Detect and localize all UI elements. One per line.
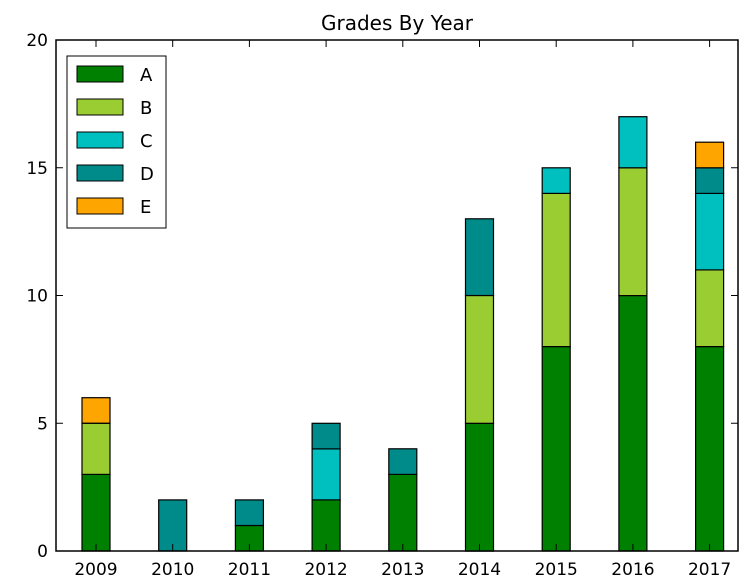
bar-2014-d xyxy=(464,218,495,297)
y-tick-label: 0 xyxy=(37,542,48,562)
y-tick-label: 20 xyxy=(26,31,48,51)
bar-2017-e xyxy=(694,141,725,169)
x-axis: 2009 2010 2011 2012 2013 2014 2015 2016 2017 xyxy=(74,40,731,580)
legend-swatch-d xyxy=(76,164,124,182)
bar-2017-b xyxy=(694,269,725,348)
x-tick-label: 2011 xyxy=(228,560,271,580)
legend-swatch-c xyxy=(76,131,124,149)
chart-title: Grades By Year xyxy=(321,11,474,35)
bar-2014-a xyxy=(464,422,495,552)
bar-2017-a xyxy=(694,346,725,552)
bar-2013-d xyxy=(388,448,418,475)
bar-2017-d xyxy=(694,167,725,195)
bar-2011-d xyxy=(234,499,264,527)
x-tick-label: 2017 xyxy=(688,560,731,580)
bar-2017-c xyxy=(694,192,725,271)
bar-2015-c xyxy=(541,167,571,195)
bar-2012-a xyxy=(311,499,341,552)
bar-2010-d xyxy=(158,499,188,552)
legend-swatch-e xyxy=(76,197,124,215)
bar-2009-e xyxy=(81,397,111,424)
legend-label-b: B xyxy=(140,98,152,119)
x-tick-label: 2010 xyxy=(151,560,194,580)
legend-label-c: C xyxy=(140,131,153,152)
y-tick-label: 10 xyxy=(26,287,48,307)
x-tick-label: 2009 xyxy=(74,560,117,580)
bar-2014-b xyxy=(464,294,495,424)
bar-2009-a xyxy=(81,473,111,552)
bar-2012-d xyxy=(311,422,341,450)
legend-label-a: A xyxy=(140,65,153,86)
legend-swatch-a xyxy=(76,65,124,83)
legend-swatch-b xyxy=(76,98,124,116)
x-tick-label: 2013 xyxy=(381,560,424,580)
y-axis: 0 5 10 15 20 xyxy=(26,31,738,562)
legend-label-d: D xyxy=(140,164,154,185)
bars-layer xyxy=(81,116,725,552)
bar-2015-a xyxy=(541,346,571,552)
x-tick-label: 2014 xyxy=(458,560,501,580)
bar-2016-c xyxy=(618,116,648,169)
x-tick-label: 2016 xyxy=(611,560,654,580)
bar-2009-b xyxy=(81,422,111,475)
bar-2013-a xyxy=(388,473,418,552)
y-tick-label: 15 xyxy=(26,159,48,179)
x-tick-label: 2012 xyxy=(304,560,347,580)
bar-2015-b xyxy=(541,192,571,348)
y-tick-label: 5 xyxy=(37,414,48,434)
bar-2012-c xyxy=(311,448,341,501)
bar-2016-b xyxy=(618,167,648,297)
legend-label-e: E xyxy=(140,197,151,218)
x-tick-label: 2015 xyxy=(535,560,578,580)
bar-2016-a xyxy=(618,294,648,552)
